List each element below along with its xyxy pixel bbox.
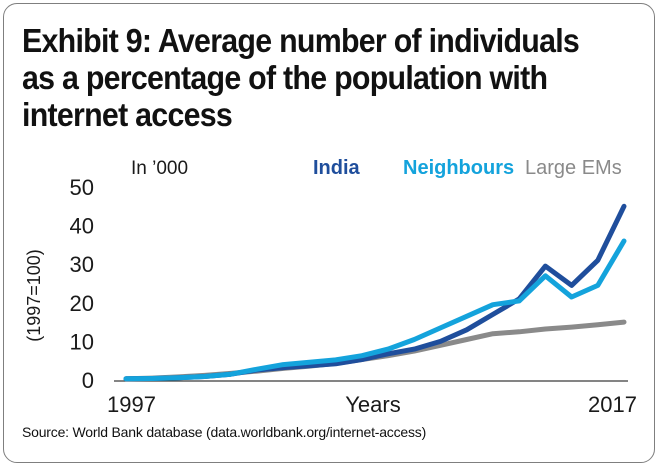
chart-labels: 0 10 20 30 40 50 (1997=100) 1997 2017 Years In ’00… — [24, 157, 637, 417]
legend-large-ems: Large EMs — [525, 157, 622, 179]
y-tick-label: 30 — [70, 252, 94, 277]
x-tick-label: 1997 — [107, 392, 156, 417]
chart-lines — [123, 203, 627, 382]
x-axis-label: Years — [345, 392, 400, 417]
title-line-1: Exhibit 9: Average number of individuals — [22, 22, 580, 59]
title-line-2: as a percentage of the population with — [22, 59, 548, 96]
chart-title: Exhibit 9: Average number of individuals… — [22, 22, 583, 133]
legend-neighbours: Neighbours — [403, 157, 514, 179]
y-tick-label: 0 — [82, 368, 94, 393]
x-tick-label: 2017 — [588, 392, 637, 417]
source-note: Source: World Bank database (data.worldb… — [22, 424, 427, 440]
y-tick-label: 50 — [70, 175, 94, 200]
title-line-3: internet access — [22, 96, 233, 133]
unit-note: In ’000 — [131, 158, 188, 179]
y-tick-label: 10 — [70, 329, 94, 354]
chart-frame — [3, 3, 655, 463]
y-tick-label: 20 — [70, 291, 94, 316]
y-tick-label: 40 — [70, 214, 94, 239]
y-axis-label: (1997=100) — [24, 249, 44, 342]
series-line-neighbours — [123, 238, 627, 382]
legend-india: India — [313, 157, 361, 179]
